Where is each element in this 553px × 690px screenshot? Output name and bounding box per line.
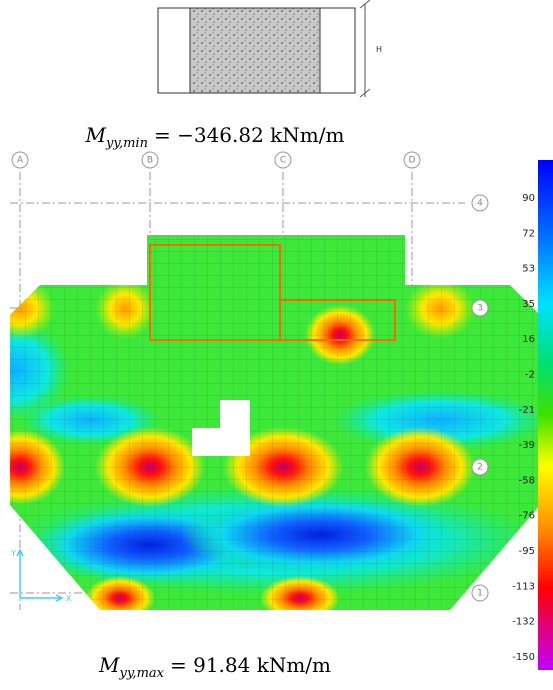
axis-label: X	[66, 594, 72, 603]
formula-min: Myy,min= −346.82 kNm/m	[85, 123, 345, 151]
grid-label: C	[280, 156, 286, 166]
legend-tick-label: -132	[512, 617, 535, 628]
axis-label: Y	[10, 549, 16, 558]
legend-tick-label: 35	[522, 299, 535, 310]
grid-label: 4	[477, 199, 483, 209]
grid-label: B	[147, 156, 153, 166]
legend-tick-label: -76	[519, 511, 535, 522]
legend-tick-label: 72	[522, 228, 535, 239]
legend-tick-label: -39	[519, 440, 535, 451]
legend-tick-label: -21	[519, 405, 535, 416]
legend-tick-label: -113	[512, 581, 535, 592]
grid-label: A	[17, 156, 24, 166]
legend-colorbar	[538, 160, 553, 670]
section-label: H	[376, 45, 382, 54]
formula-max: Myy,max= 91.84 kNm/m	[98, 653, 331, 681]
grid-label: 3	[477, 304, 483, 314]
section-concrete	[190, 8, 320, 93]
legend-tick-label: -95	[519, 546, 535, 557]
legend-tick-label: 90	[522, 193, 535, 204]
contour-plot	[0, 230, 553, 620]
legend-tick-label: 16	[522, 334, 535, 345]
page: H Myy,min= −346.82 kNm/m A B C D 4 3 2 1…	[0, 0, 553, 690]
legend-tick-label: -58	[519, 475, 535, 486]
grid-label: D	[409, 156, 416, 166]
legend-tick-label: 53	[522, 264, 535, 275]
grid-label: 1	[477, 589, 483, 599]
dimension-line	[360, 0, 370, 97]
legend-tick-label: -150	[512, 652, 535, 663]
legend-tick-label: -2	[525, 370, 535, 381]
grid-label: 2	[477, 463, 483, 473]
